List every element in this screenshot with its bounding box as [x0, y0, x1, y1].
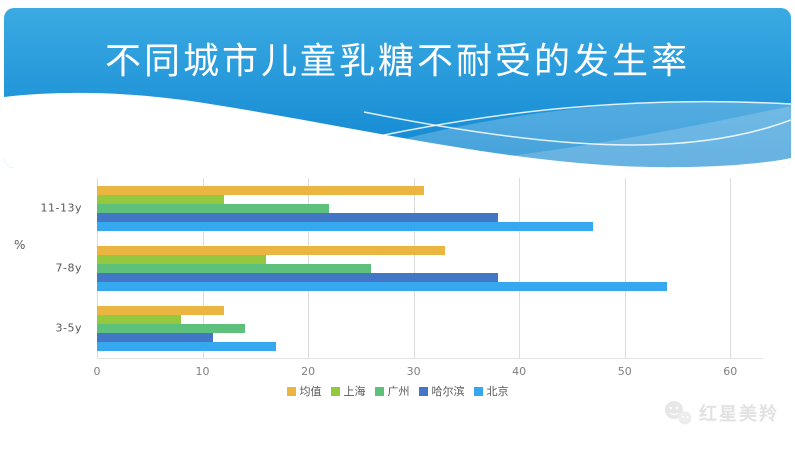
bar-广州-3-5y [97, 323, 245, 333]
bar-上海-11-13y [97, 194, 224, 204]
legend-label: 均值 [299, 385, 322, 398]
bar-北京-7-8y [97, 281, 667, 291]
bar-上海-7-8y [97, 254, 266, 264]
bar-均值-11-13y [97, 185, 425, 195]
category-axis: 11-13y 7-8y 3-5y [0, 178, 90, 358]
bar-北京-11-13y [97, 221, 594, 231]
bar-哈尔滨-7-8y [97, 272, 499, 282]
gridline [730, 178, 732, 358]
wechat-icon [665, 401, 692, 425]
legend-item: 广州 [374, 383, 410, 399]
category-label: 3-5y [55, 321, 82, 335]
bar-均值-3-5y [97, 305, 224, 315]
header-banner: 不同城市儿童乳糖不耐受的发生率 [4, 8, 791, 168]
legend-item: 上海 [330, 383, 366, 399]
bar-上海-3-5y [97, 314, 182, 324]
bar-哈尔滨-3-5y [97, 332, 214, 342]
watermark-text: 红星美羚 [699, 404, 779, 425]
legend-item: 哈尔滨 [418, 383, 465, 399]
gridline [519, 178, 521, 358]
legend-label: 上海 [343, 385, 366, 398]
legend-label: 哈尔滨 [431, 385, 465, 398]
category-label: 11-13y [40, 201, 82, 215]
wave-decoration [4, 92, 791, 168]
bar-哈尔滨-11-13y [97, 212, 499, 222]
chart-area: % 11-13y 7-8y 3-5y 0 10 20 30 40 50 60 均值 上海 广州 哈尔滨… [0, 172, 795, 412]
x-tick-label: 0 [93, 365, 101, 378]
plot-area [97, 178, 763, 359]
slide-title: 不同城市儿童乳糖不耐受的发生率 [104, 41, 690, 82]
legend-item: 均值 [286, 383, 322, 399]
legend-swatch-icon [286, 386, 296, 396]
legend: 均值 上海 广州 哈尔滨 北京 [0, 383, 795, 399]
bar-北京-3-5y [97, 341, 277, 351]
legend-label: 北京 [486, 385, 509, 398]
x-tick-label: 30 [406, 365, 421, 378]
legend-swatch-icon [418, 386, 428, 396]
x-tick-label: 60 [723, 365, 738, 378]
x-tick-label: 40 [512, 365, 527, 378]
x-axis-ticks: 0 10 20 30 40 50 60 [93, 365, 763, 379]
legend-label: 广州 [387, 385, 410, 398]
watermark: 红星美羚 [662, 399, 779, 427]
x-tick-label: 10 [195, 365, 210, 378]
legend-swatch-icon [473, 386, 483, 396]
gridline [624, 178, 626, 358]
category-label: 7-8y [55, 261, 82, 275]
y-axis-title: % [14, 238, 26, 252]
legend-swatch-icon [374, 386, 384, 396]
x-tick-label: 20 [301, 365, 316, 378]
bar-广州-11-13y [97, 203, 330, 213]
legend-item: 北京 [473, 383, 509, 399]
legend-swatch-icon [330, 386, 340, 396]
gridline [413, 178, 415, 358]
bar-广州-7-8y [97, 263, 372, 273]
x-tick-label: 50 [617, 365, 632, 378]
bar-均值-7-8y [97, 245, 446, 255]
